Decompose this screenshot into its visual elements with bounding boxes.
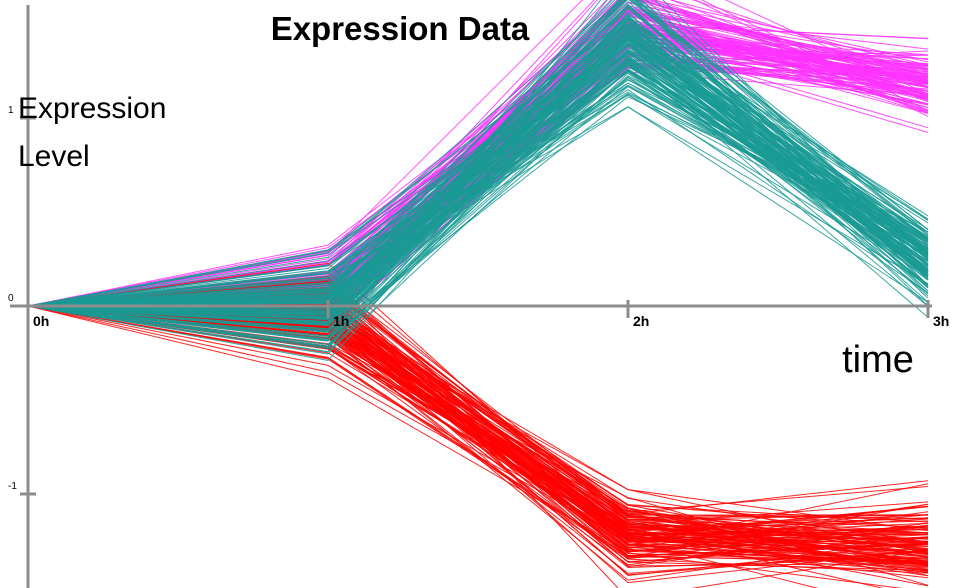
series-line (27, 15, 929, 315)
series-line (27, 304, 929, 539)
x-axis-label: time (842, 339, 914, 381)
y-tick-label: 1 (8, 105, 14, 116)
y-axis-label-line: Level (18, 140, 90, 173)
series-line (27, 69, 929, 326)
x-tick-label: 0h (33, 313, 49, 329)
series-line (27, 30, 929, 342)
series-line (27, 60, 929, 347)
series-line (27, 0, 929, 307)
series-line (27, 305, 929, 540)
axes: 0h 1h 2h 3h 1 0 -1 (8, 5, 949, 588)
series-line (27, 93, 929, 307)
series-group (27, 0, 929, 362)
series-line (27, 62, 929, 307)
x-tick-label: 1h (333, 313, 349, 329)
x-tick-label: 3h (933, 313, 949, 329)
series-line (27, 0, 929, 307)
y-axis-label-line: Expression (18, 92, 166, 125)
y-axis-label: Expression Level (18, 92, 166, 173)
series-line (27, 305, 929, 558)
series-line (27, 72, 929, 353)
series-line (27, 24, 929, 307)
series-line (27, 34, 929, 307)
series-lines (27, 0, 929, 588)
y-tick-label: -1 (8, 481, 17, 492)
chart-labels: Expression Data Expression Level time (18, 10, 914, 381)
series-line (27, 305, 929, 521)
series-line (27, 23, 929, 313)
series-line (27, 51, 929, 307)
series-line (27, 305, 929, 539)
series-line (27, 70, 929, 307)
chart-title: Expression Data (271, 10, 530, 47)
x-tick-label: 2h (633, 313, 649, 329)
y-tick-label: 0 (8, 293, 14, 304)
series-line (27, 305, 929, 565)
